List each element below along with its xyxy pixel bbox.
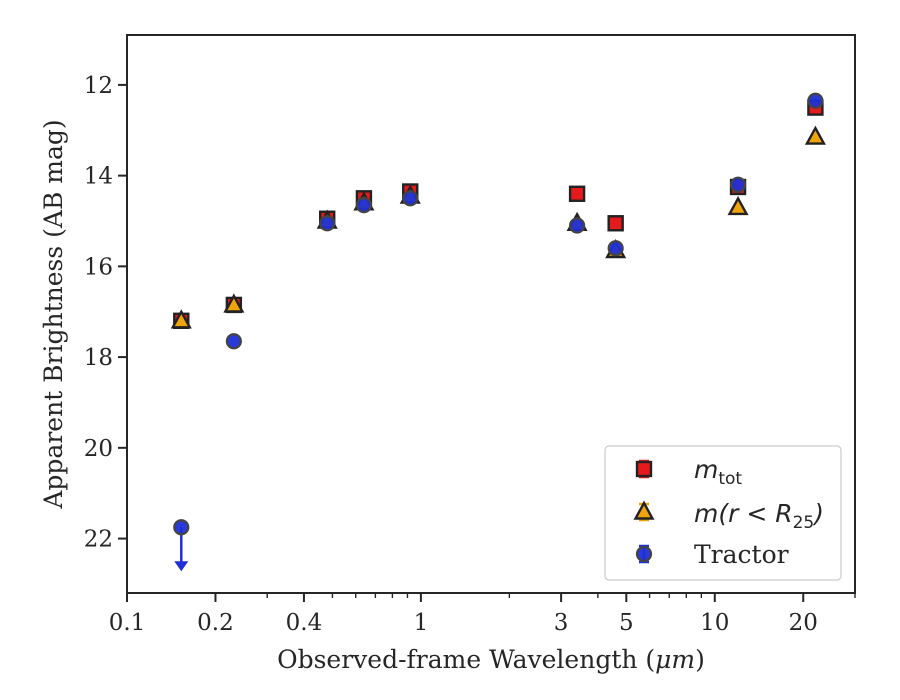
legend-label-mtot: mtot — [694, 455, 742, 489]
legend-label-m-r25: m(r < R25) — [694, 499, 824, 533]
legend-markers — [633, 459, 655, 564]
tractor-point — [568, 217, 586, 234]
legend-box — [604, 445, 842, 581]
x-tick-label: 3 — [554, 610, 569, 636]
x-tick-label: 0.4 — [286, 610, 323, 636]
tractor-point — [225, 333, 242, 350]
legend-marker-tractor — [635, 545, 653, 563]
x-tick-label: 0.1 — [109, 610, 146, 636]
tractor-point — [173, 519, 190, 536]
y-tick-label: 18 — [84, 345, 113, 371]
x-tick-label: 20 — [789, 610, 818, 636]
legend: mtot m(r < R25) Tractor — [604, 445, 842, 581]
tractor-point — [607, 240, 624, 257]
tractor-point — [807, 92, 824, 109]
tractor-point — [729, 176, 747, 193]
axis-ticks: 0.1 0.2 0.4 1 3 5 10 20 12 14 16 18 20 22 — [84, 73, 856, 636]
y-tick-label: 20 — [84, 436, 113, 462]
series-tractor — [173, 92, 824, 572]
tractor-point — [319, 215, 336, 232]
mtot-point — [568, 185, 586, 202]
mR25-point — [727, 195, 749, 216]
x-tick-label: 0.2 — [197, 610, 234, 636]
plot-frame — [126, 34, 856, 594]
y-axis-label: Apparent Brightness (AB mag) — [39, 119, 68, 509]
tractor-point — [402, 190, 419, 207]
legend-label-tractor: Tractor — [694, 540, 789, 569]
y-tick-label: 16 — [84, 254, 113, 280]
x-axis-label: Observed-frame Wavelength (μm) — [277, 645, 705, 674]
y-tick-label: 14 — [84, 164, 113, 190]
legend-marker-mR25 — [633, 500, 655, 520]
legend-marker-mtot — [635, 460, 653, 478]
data-marks — [170, 92, 826, 572]
mR25-point — [804, 125, 826, 145]
y-tick-label: 22 — [84, 527, 113, 553]
x-tick-label: 10 — [700, 610, 729, 636]
x-tick-label: 5 — [619, 610, 634, 636]
mR25-point — [223, 293, 245, 313]
mR25-point — [170, 309, 192, 329]
x-tick-label: 1 — [414, 610, 429, 636]
mtot-point — [607, 215, 624, 232]
tractor-point — [355, 197, 373, 214]
y-tick-label: 12 — [84, 73, 113, 99]
